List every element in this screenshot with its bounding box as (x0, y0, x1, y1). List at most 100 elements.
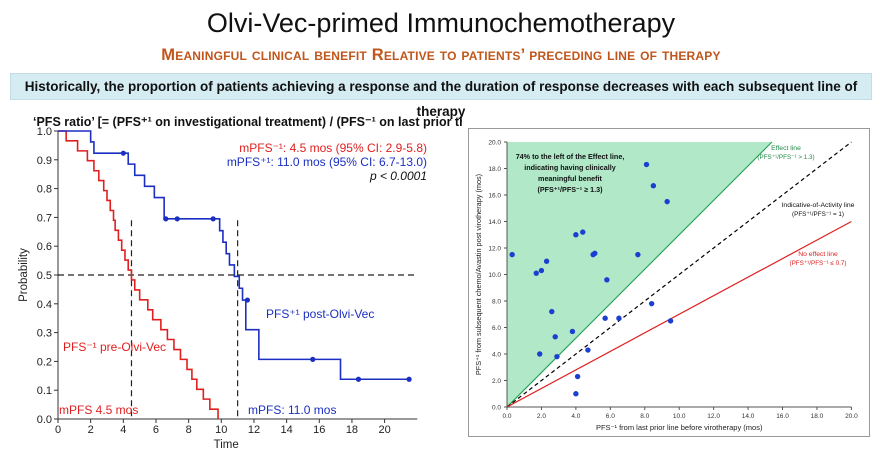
slide-title: Olvi-Vec-primed Immunochemotherapy (206, 8, 676, 38)
km-censor-point (310, 356, 316, 362)
scatter-x-tick-label: 0.0 (502, 413, 511, 420)
scatter-point (573, 232, 579, 238)
scatter-point (574, 373, 581, 380)
scatter-x-tick-label: 6.0 (606, 413, 615, 420)
scatter-point (616, 315, 622, 321)
km-mpfs-plus-label: mPFS⁺¹: 11.0 mos (95% CI: 6.7-13.0) (227, 155, 427, 169)
scatter-y-axis-label: PFS⁺¹ from subsequent chemo/Avastin post… (474, 174, 483, 375)
scatter-effect-line (506, 141, 773, 408)
km-curve-pre-olvi-vec (58, 130, 219, 419)
scatter-point (552, 334, 558, 340)
km-x-tick-label: 16 (313, 424, 325, 436)
scatter-benefit-region (507, 142, 772, 407)
scatter-x-tick-label: 10.0 (673, 413, 686, 420)
km-series-label-pre: PFS⁻¹ pre-Olvi-Vec (63, 340, 166, 354)
scatter-point (533, 270, 539, 276)
km-median-label-post: mPFS: 11.0 mos (248, 403, 336, 417)
scatter-point (509, 251, 515, 258)
scatter-effect-label: Effect line (771, 145, 801, 152)
scatter-y-tick-label: 6.0 (492, 325, 501, 332)
scatter-region-annotation: indicating having clinically (524, 163, 615, 172)
scatter-x-tick-label: 16.0 (776, 413, 789, 420)
scatter-effect-sublabel: (PFS⁺¹/PFS⁻¹ > 1.3) (757, 154, 814, 161)
km-censor-point (406, 376, 412, 382)
scatter-y-tick-label: 4.0 (492, 352, 501, 359)
km-x-tick-label: 10 (215, 424, 227, 436)
scatter-point (650, 183, 657, 189)
km-x-axis-label: Time (214, 439, 239, 451)
scatter-activity-line (506, 141, 852, 408)
scatter-y-tick-label: 14.0 (488, 219, 501, 226)
km-curve-post-olvi-vec (58, 130, 410, 381)
km-median-label-pre: mPFS 4.5 mos (59, 403, 138, 417)
scatter-point (554, 353, 560, 360)
km-p-value: p < 0.0001 (369, 169, 427, 183)
scatter-y-tick-label: 0.0 (492, 405, 501, 412)
scatter-activity-sublabel: (PFS⁺¹/PFS⁻¹ = 1) (792, 211, 844, 218)
km-y-tick-label: 0.1 (37, 385, 52, 397)
scatter-y-tick-label: 18.0 (488, 166, 501, 173)
scatter-region-annotation: (PFS⁺¹/PFS⁻¹ ≥ 1.3) (537, 185, 603, 194)
km-censor-point (174, 216, 180, 222)
km-y-tick-label: 0.3 (37, 328, 52, 340)
scatter-region-annotation: 74% to the left of the Effect line, (516, 152, 625, 161)
scatter-activity-label: Indicative-of-Activity line (782, 202, 855, 209)
scatter-point (569, 328, 576, 335)
scatter-x-tick-label: 12.0 (707, 413, 720, 420)
km-x-tick-label: 6 (153, 424, 159, 436)
km-series-label-post: PFS⁺¹ post-Olvi-Vec (266, 307, 374, 321)
scatter-x-tick-label: 8.0 (640, 413, 649, 420)
scatter-point (643, 161, 650, 168)
km-x-tick-label: 4 (120, 424, 126, 436)
historical-note-banner: Historically, the proportion of patients… (10, 73, 872, 119)
scatter-y-tick-label: 20.0 (488, 140, 501, 147)
km-y-tick-label: 0.4 (37, 299, 52, 311)
scatter-x-tick-label: 18.0 (811, 413, 824, 420)
km-x-tick-label: 8 (186, 424, 192, 436)
scatter-region-annotation: meaningful benefit (538, 174, 602, 183)
km-x-tick-label: 14 (280, 424, 292, 436)
km-x-tick-label: 20 (378, 424, 390, 436)
km-y-tick-label: 0.5 (37, 270, 52, 282)
scatter-point (549, 308, 555, 315)
km-y-tick-label: 0.9 (37, 155, 52, 167)
km-mpfs-minus-label: mPFS⁻¹: 4.5 mos (95% CI: 2.9-5.8) (239, 141, 427, 155)
km-y-tick-label: 0.6 (37, 241, 52, 253)
km-y-tick-label: 0.7 (37, 212, 52, 224)
scatter-point (585, 347, 591, 353)
km-y-tick-label: 0.8 (37, 184, 52, 196)
scatter-x-tick-label: 14.0 (742, 413, 755, 420)
km-censor-point (355, 376, 362, 382)
scatter-y-tick-label: 8.0 (492, 299, 501, 306)
scatter-y-tick-label: 2.0 (492, 378, 501, 385)
km-censor-point (120, 150, 126, 156)
km-x-tick-label: 2 (88, 424, 94, 436)
scatter-point (604, 277, 610, 283)
scatter-x-tick-label: 2.0 (537, 413, 546, 420)
km-censor-point (210, 216, 216, 222)
km-x-tick-label: 18 (346, 424, 358, 436)
scatter-point (602, 315, 608, 321)
scatter-point (543, 258, 550, 264)
scatter-x-tick-label: 4.0 (571, 413, 580, 420)
scatter-no-effect-line (506, 220, 852, 408)
scatter-y-tick-label: 10.0 (488, 272, 501, 279)
km-y-tick-label: 0.2 (37, 356, 52, 368)
slide-subtitle: Meaningful clinical benefit Relative to … (161, 46, 721, 64)
scatter-point (538, 267, 545, 274)
km-x-tick-label: 12 (248, 424, 260, 436)
km-y-tick-label: 0.0 (37, 414, 52, 426)
scatter-point (664, 198, 670, 205)
kaplan-meier-chart: ‘PFS ratio’ [= (PFS⁺¹ on investigational… (18, 115, 462, 451)
scatter-point (648, 300, 655, 307)
scatter-point (592, 250, 598, 256)
km-y-tick-label: 1.0 (37, 126, 52, 138)
scatter-x-axis-label: PFS⁻¹ from last prior line before viroth… (596, 423, 763, 432)
scatter-no-effect-label: No effect line (798, 251, 838, 258)
scatter-point (573, 391, 579, 397)
scatter-y-tick-label: 12.0 (488, 246, 501, 253)
scatter-point (667, 318, 674, 324)
scatter-point (635, 251, 641, 258)
scatter-point (537, 351, 543, 357)
km-y-axis-label: Probability (18, 248, 30, 302)
